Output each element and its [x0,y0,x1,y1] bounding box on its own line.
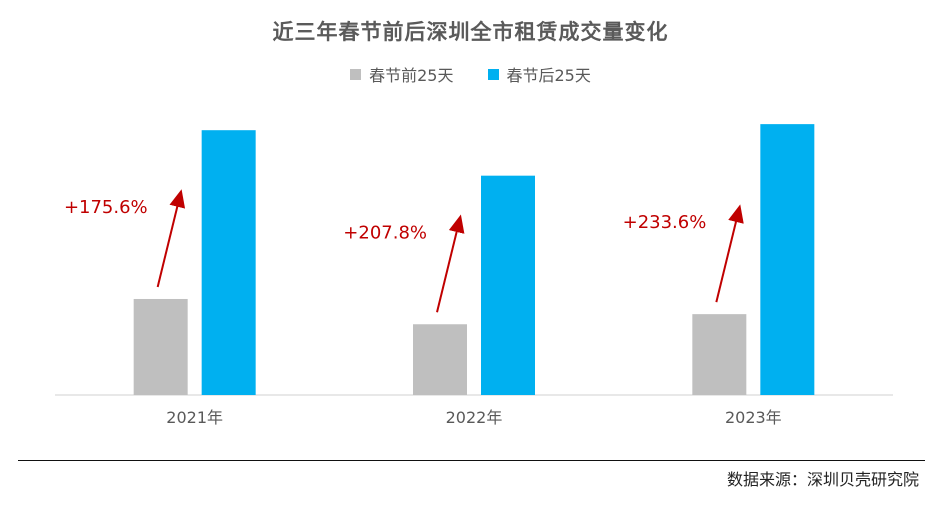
source-note: 数据来源：深圳贝壳研究院 [726,470,919,489]
bar-after-1 [201,130,256,395]
x-tick-label-2: 2022年 [446,408,503,427]
growth-arrow-2 [436,214,465,313]
x-tick-label-1: 2021年 [166,408,223,427]
legend-label-before: 春节前25天 [369,66,454,85]
legend-label-after: 春节后25天 [506,66,591,85]
x-tick-label-3: 2023年 [725,408,782,427]
bar-before-2 [413,324,467,395]
growth-label-1: +175.6% [64,197,148,218]
bar-after-3 [760,124,815,395]
legend-swatch-before [350,68,362,80]
growth-arrow-1 [156,189,186,288]
growth-label-2: +207.8% [343,222,427,243]
source-divider [18,460,925,461]
legend-item-before: 春节前25天 [350,62,454,86]
legend-item-after: 春节后25天 [487,62,591,86]
chart-title: 近三年春节前后深圳全市租赁成交量变化 [272,20,669,44]
bar-before-1 [133,298,188,395]
growth-label-3: +233.6% [623,212,707,233]
growth-arrow-3 [715,204,744,303]
legend-swatch-after [487,68,499,80]
bar-after-2 [481,175,535,395]
bar-before-3 [692,314,747,395]
legend: 春节前25天 春节后25天 [0,62,941,86]
